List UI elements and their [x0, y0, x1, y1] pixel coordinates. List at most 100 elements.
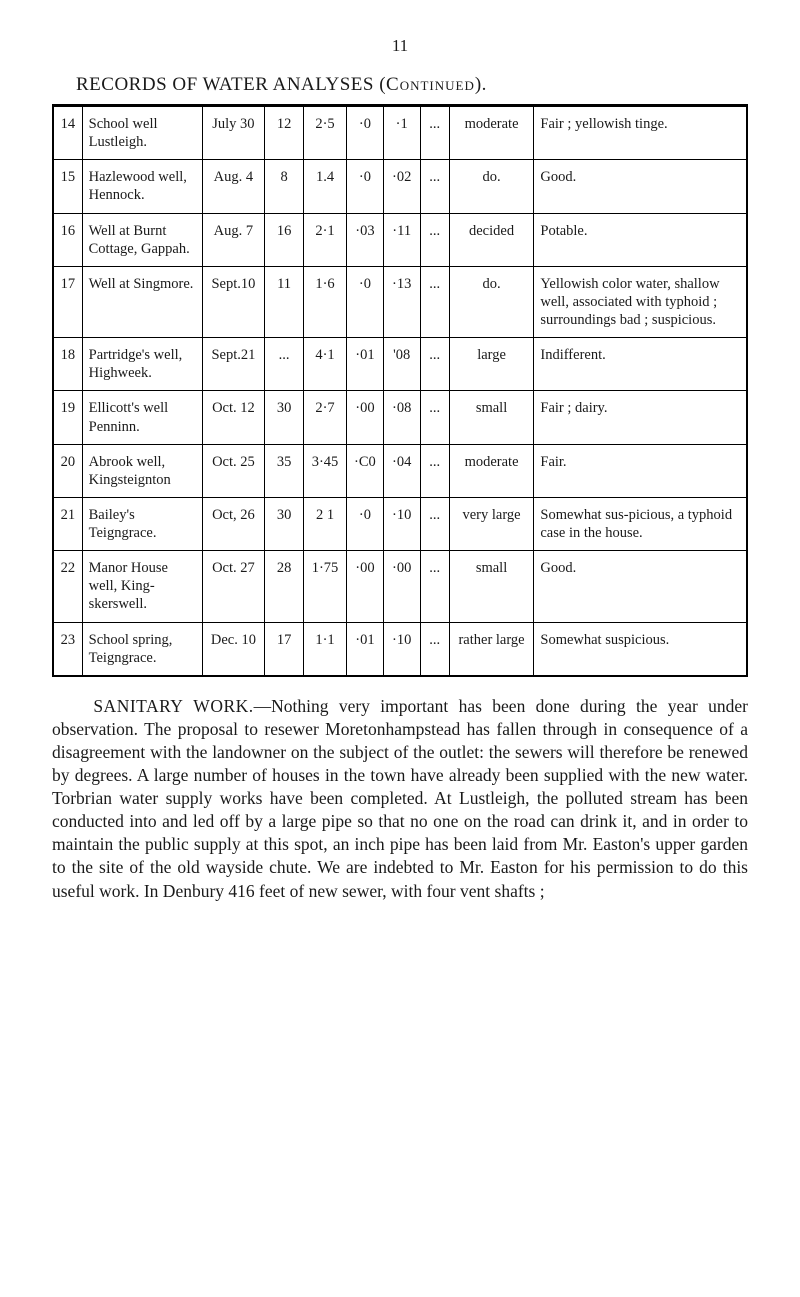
cell-remarks: Fair ; dairy. [534, 391, 747, 444]
cell-c2: 1·6 [304, 266, 347, 337]
cell-c3: ·03 [347, 213, 384, 266]
table-row: 15Hazlewood well, Hennock.Aug. 481.4·0·0… [53, 160, 747, 213]
cell-result: moderate [449, 444, 534, 497]
cell-remarks: Fair ; yellowish tinge. [534, 106, 747, 160]
page-title: RECORDS OF WATER ANALYSES (Continued). [52, 74, 748, 96]
table-row: 21Bailey's Teigngrace.Oct, 26302 1·0·10.… [53, 497, 747, 550]
table-row: 20Abrook well, KingsteigntonOct. 25353·4… [53, 444, 747, 497]
cell-source: Manor House well, King-skerswell. [82, 551, 202, 622]
cell-c4: ·00 [383, 551, 420, 622]
cell-c4: ·02 [383, 160, 420, 213]
table-row: 18Partridge's well, Highweek.Sept.21...4… [53, 338, 747, 391]
cell-result: decided [449, 213, 534, 266]
cell-remarks: Good. [534, 160, 747, 213]
table-row: 19Ellicott's well Penninn.Oct. 12302·7 ·0… [53, 391, 747, 444]
cell-source: Well at Burnt Cottage, Gappah. [82, 213, 202, 266]
cell-result: rather large [449, 622, 534, 676]
title-main: RECORDS OF WATER ANALYSES [76, 74, 374, 95]
cell-c2: 1.4 [304, 160, 347, 213]
cell-c2: 2 1 [304, 497, 347, 550]
cell-date: Sept.21 [202, 338, 264, 391]
cell-date: Aug. 4 [202, 160, 264, 213]
cell-num: 15 [53, 160, 82, 213]
cell-remarks: Good. [534, 551, 747, 622]
cell-c4: ·04 [383, 444, 420, 497]
cell-c3: ·C0 [347, 444, 384, 497]
cell-result: very large [449, 497, 534, 550]
cell-c2: 1·75 [304, 551, 347, 622]
cell-remarks: Yellowish color water, shallow well, ass… [534, 266, 747, 337]
table-row: 16Well at Burnt Cottage, Gappah.Aug. 716… [53, 213, 747, 266]
cell-c3: ·0 [347, 160, 384, 213]
records-table: 14School well Lustleigh.July 30122·5·0·1… [52, 104, 748, 677]
cell-c2: 1·1 [304, 622, 347, 676]
cell-c4: '08 [383, 338, 420, 391]
body-text-content: —Nothing very important has been done du… [52, 696, 748, 901]
title-paren-close: ). [475, 74, 487, 95]
cell-num: 16 [53, 213, 82, 266]
table-row: 17Well at Singmore.Sept.10111·6·0·13...d… [53, 266, 747, 337]
cell-c2: 2·1 [304, 213, 347, 266]
cell-c5: ... [420, 213, 449, 266]
cell-num: 17 [53, 266, 82, 337]
cell-c4: ·1 [383, 106, 420, 160]
cell-num: 22 [53, 551, 82, 622]
cell-source: Ellicott's well Penninn. [82, 391, 202, 444]
cell-c3: ·01 [347, 622, 384, 676]
cell-c1: 17 [265, 622, 304, 676]
cell-c5: ... [420, 622, 449, 676]
cell-date: Aug. 7 [202, 213, 264, 266]
cell-c5: ... [420, 444, 449, 497]
cell-c4: ·11 [383, 213, 420, 266]
cell-c5: ... [420, 266, 449, 337]
cell-c5: ... [420, 551, 449, 622]
cell-c2: 2·7 [304, 391, 347, 444]
cell-c1: 28 [265, 551, 304, 622]
table-row: 14School well Lustleigh.July 30122·5·0·1… [53, 106, 747, 160]
cell-date: Oct. 27 [202, 551, 264, 622]
cell-remarks: Fair. [534, 444, 747, 497]
cell-num: 19 [53, 391, 82, 444]
cell-remarks: Somewhat sus-picious, a typhoid case in … [534, 497, 747, 550]
cell-date: Oct. 25 [202, 444, 264, 497]
cell-num: 20 [53, 444, 82, 497]
cell-source: Well at Singmore. [82, 266, 202, 337]
cell-result: do. [449, 160, 534, 213]
cell-num: 23 [53, 622, 82, 676]
cell-c4: ·10 [383, 622, 420, 676]
cell-c5: ... [420, 497, 449, 550]
cell-result: do. [449, 266, 534, 337]
cell-c5: ... [420, 106, 449, 160]
cell-c1: 12 [265, 106, 304, 160]
table-row: 23School spring, Teigngrace.Dec. 10171·1… [53, 622, 747, 676]
cell-source: Bailey's Teigngrace. [82, 497, 202, 550]
cell-source: Hazlewood well, Hennock. [82, 160, 202, 213]
cell-remarks: Potable. [534, 213, 747, 266]
cell-remarks: Indifferent. [534, 338, 747, 391]
cell-date: Oct, 26 [202, 497, 264, 550]
cell-source: Partridge's well, Highweek. [82, 338, 202, 391]
cell-date: July 30 [202, 106, 264, 160]
cell-num: 18 [53, 338, 82, 391]
cell-date: Dec. 10 [202, 622, 264, 676]
title-continued: Continued [386, 74, 475, 95]
cell-c4: ·08 [383, 391, 420, 444]
body-lead: SANITARY WORK. [93, 696, 253, 716]
cell-num: 14 [53, 106, 82, 160]
cell-c4: ·13 [383, 266, 420, 337]
cell-source: School spring, Teigngrace. [82, 622, 202, 676]
cell-c5: ... [420, 391, 449, 444]
cell-source: Abrook well, Kingsteignton [82, 444, 202, 497]
cell-c3: ·01 [347, 338, 384, 391]
cell-source: School well Lustleigh. [82, 106, 202, 160]
cell-date: Oct. 12 [202, 391, 264, 444]
cell-result: large [449, 338, 534, 391]
cell-result: moderate [449, 106, 534, 160]
title-paren-open: ( [379, 74, 386, 95]
cell-remarks: Somewhat suspicious. [534, 622, 747, 676]
cell-c1: 30 [265, 391, 304, 444]
cell-c1: 11 [265, 266, 304, 337]
page-number: 11 [52, 36, 748, 56]
cell-c5: ... [420, 160, 449, 213]
cell-c1: 8 [265, 160, 304, 213]
